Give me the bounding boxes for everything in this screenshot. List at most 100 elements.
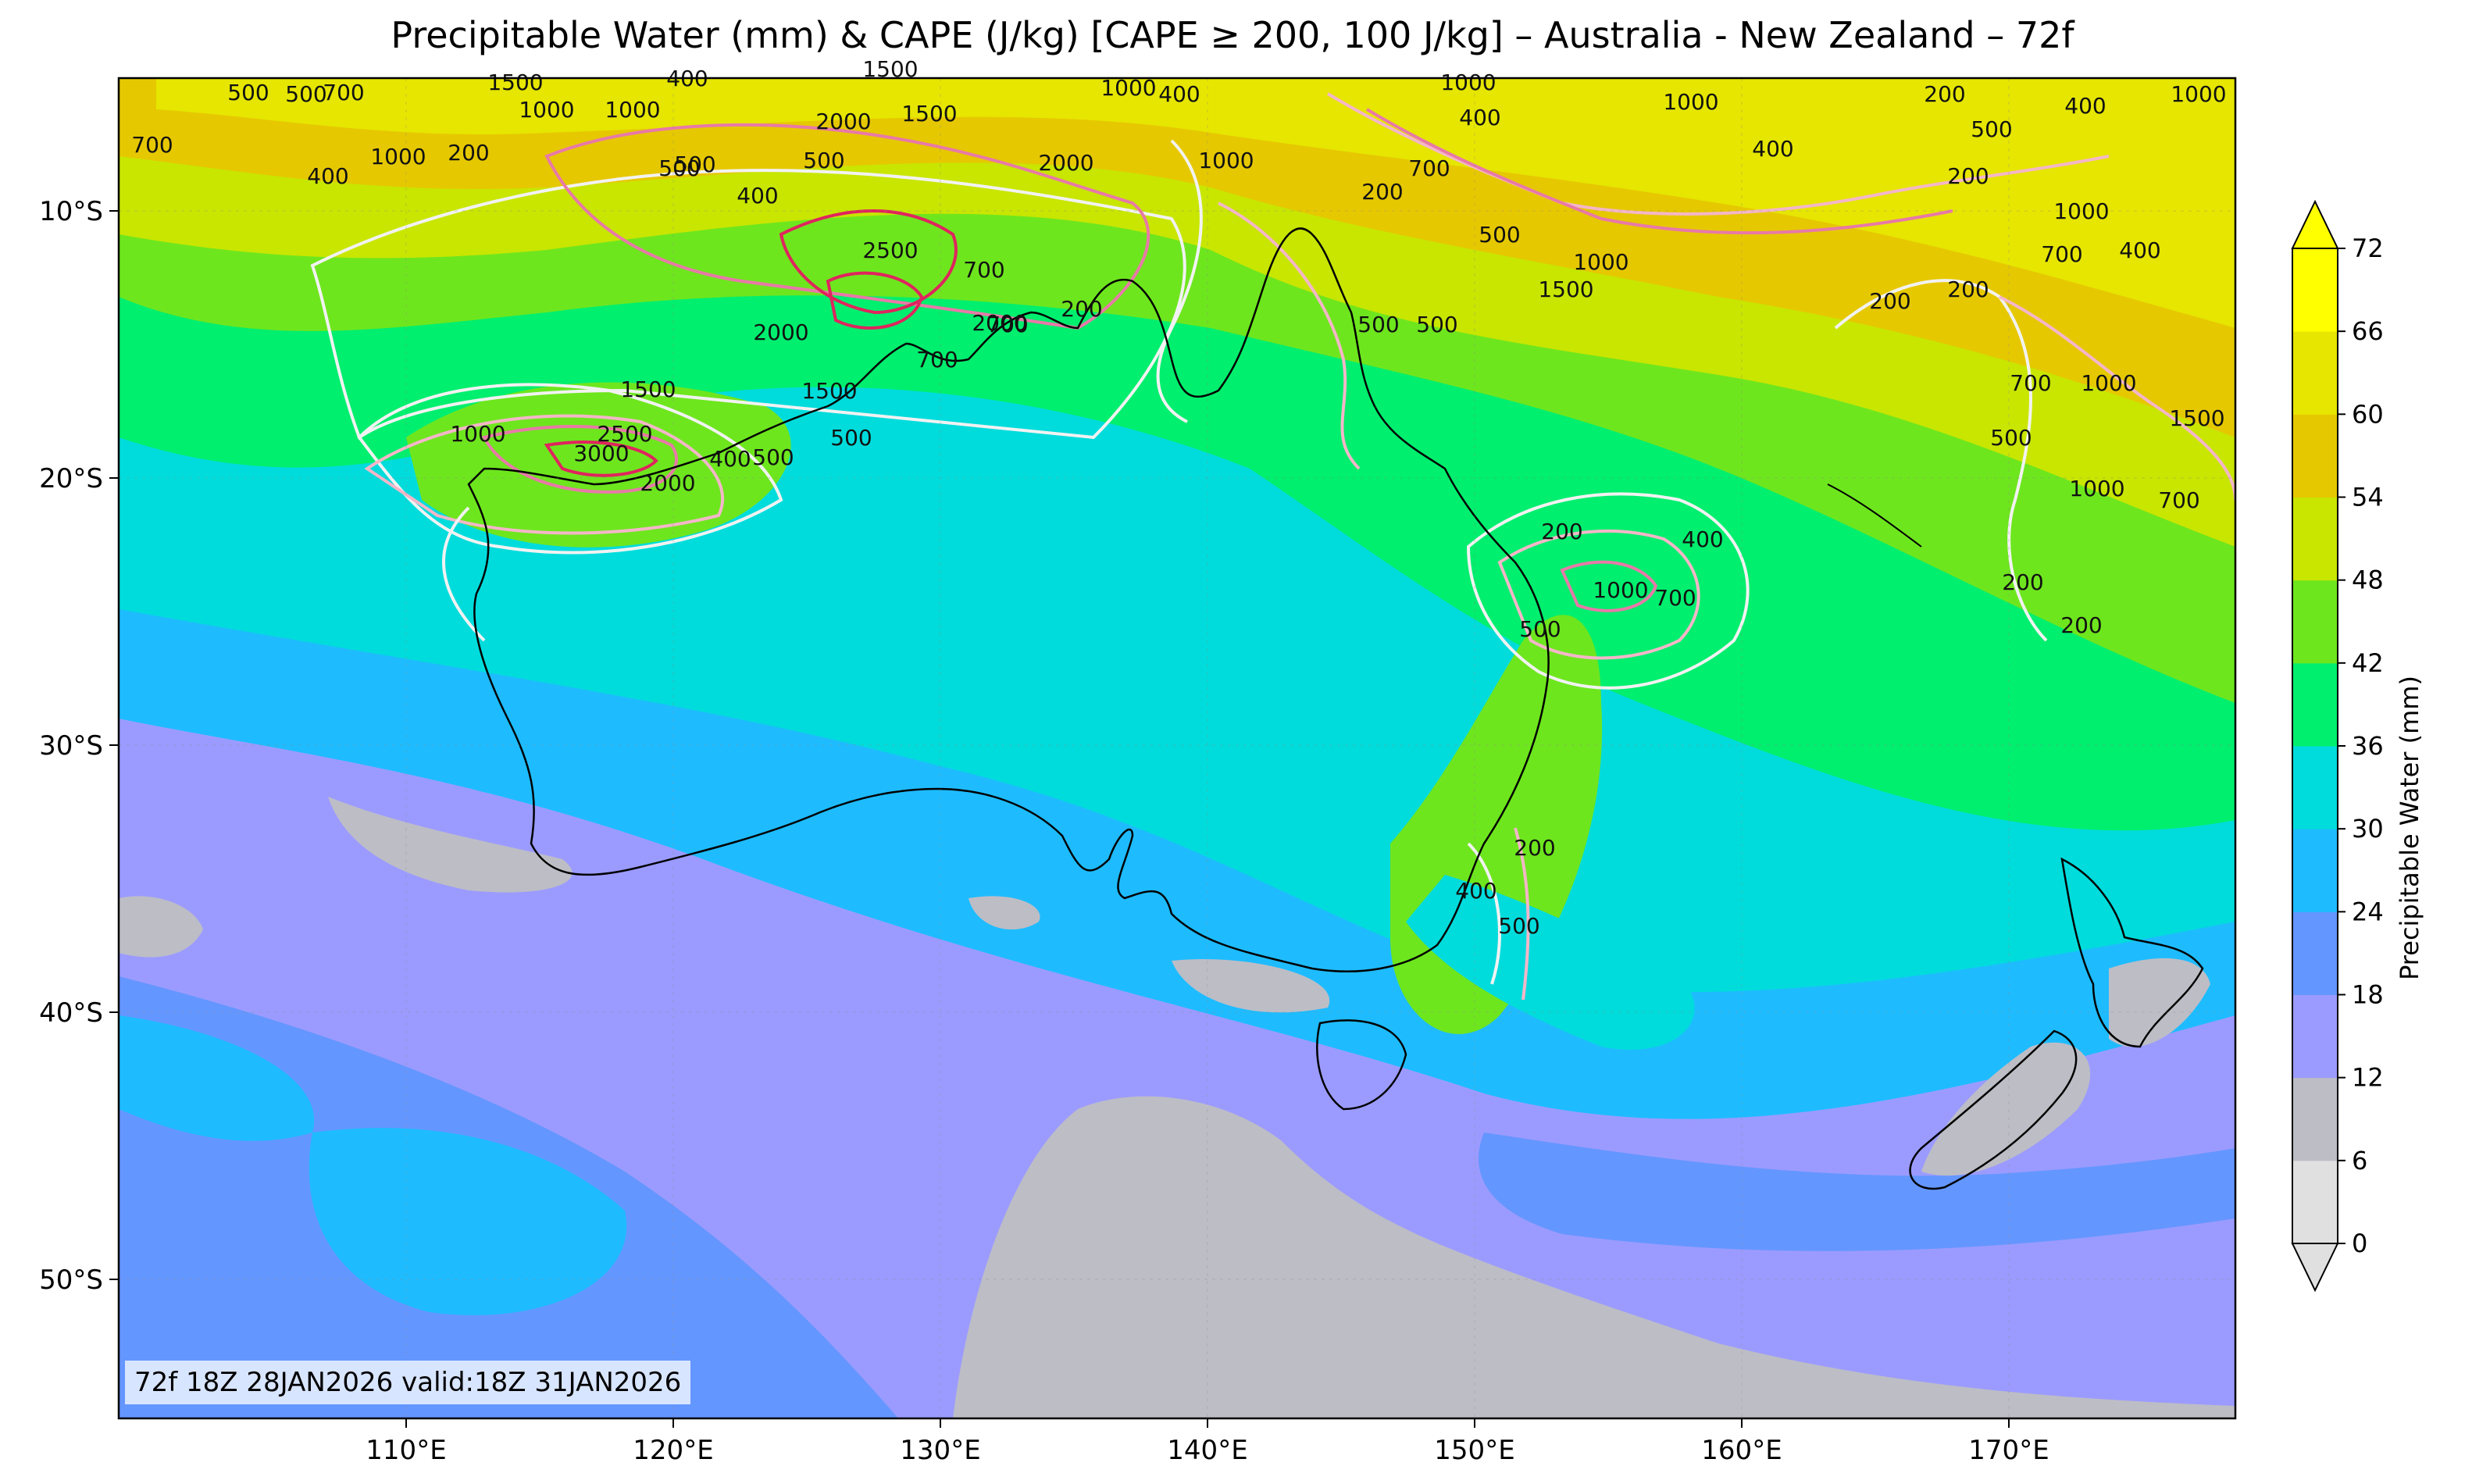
cape-contour-label: 400 [2064,93,2106,119]
cape-contour-label: 500 [803,148,844,173]
colorbar-tick-label: 42 [2352,648,2384,678]
cape-contour-label: 700 [986,312,1028,337]
cape-contour-label: 1000 [605,97,660,123]
lat-tick-label: 50°S [39,1265,103,1296]
cape-contour-label: 1500 [901,101,957,127]
cape-contour-label: 400 [1158,81,1200,107]
cape-contour-label: 2000 [1038,150,1093,176]
cape-contour-label: 700 [916,347,958,373]
colorbar-tick-label: 54 [2352,483,2384,512]
colorbar-tick-label: 24 [2352,897,2384,926]
colorbar-segment [2292,994,2338,1079]
cape-contour-label: 200 [1947,163,1989,189]
cape-contour-label: 200 [1061,296,1102,322]
cape-contour-label: 1000 [450,421,505,447]
cape-contour-label: 1000 [2069,476,2124,501]
cape-contour-label: 400 [307,163,348,189]
lat-tick-label: 30°S [39,730,103,762]
cape-contour-label: 200 [1514,835,1555,861]
colorbar-tick-label: 18 [2352,980,2384,1010]
lon-tick-label: 160°E [1701,1435,1782,1466]
cape-contour-label: 1000 [1101,75,1156,101]
cape-contour-label: 1000 [370,144,426,169]
colorbar-segment [2292,331,2338,415]
cape-contour-label: 1000 [1440,70,1496,95]
cape-contour-label: 200 [2002,569,2043,595]
gridlines [119,78,2235,1418]
cape-contour-label: 700 [1408,155,1450,181]
lon-tick-label: 150°E [1434,1435,1514,1466]
colorbar-extend-high [2291,199,2339,249]
lon-tick-label: 130°E [900,1435,980,1466]
cape-contour-label: 400 [737,183,778,209]
lon-tick-label: 170°E [1968,1435,2049,1466]
map-title: Precipitable Water (mm) & CAPE (J/kg) [C… [391,14,2074,56]
colorbar-tick-label: 12 [2352,1063,2384,1093]
cape-contour-label: 3000 [573,441,629,466]
cape-contour-label: 400 [1459,105,1500,130]
cape-contour-label: 700 [2041,241,2082,267]
valid-time-label: 72f 18Z 28JAN2026 valid:18Z 31JAN2026 [125,1361,691,1404]
cape-contour-label: 500 [285,81,326,107]
colorbar-segment [2292,497,2338,581]
lat-tick-label: 40°S [39,997,103,1029]
cape-contour-label: 1000 [1593,577,1648,603]
cape-contour-label: 400 [1455,878,1496,904]
cape-contour-label: 500 [674,152,715,177]
precipitable-water-field [119,78,2235,1418]
cape-contour-label: 700 [2010,370,2051,396]
cape-contour-label: 1000 [1573,249,1628,275]
cape-contour-label: 500 [1971,116,2012,142]
cape-contour-label: 2500 [862,237,918,263]
cape-contour-label: 400 [2119,237,2160,263]
cape-contour-label: 200 [1924,81,1965,107]
cape-contour-label: 1000 [519,97,574,123]
cape-contour-label: 200 [1541,519,1582,544]
cape-contour-label: 1500 [1538,276,1593,302]
cape-contour-label: 200 [2060,612,2102,638]
cape-contour-label: 500 [1357,312,1399,337]
cape-contour-label: 500 [1416,312,1457,337]
colorbar-segment [2292,662,2338,747]
colorbar-tick-label: 6 [2352,1146,2367,1175]
colorbar: 0 6 12 18 24 30 36 42 48 54 60 66 72 [2291,199,2384,1293]
coastlines [467,227,2204,1190]
cape-contour-label: 200 [1947,276,1989,302]
cape-contour-label: 200 [1869,288,1910,314]
cape-contour-label: 400 [709,446,751,472]
cape-contour-label: 2500 [597,421,652,447]
cape-contour-label: 1000 [2081,370,2136,396]
lat-tick-label: 10°S [39,196,103,227]
lon-tick-label: 110°E [366,1435,446,1466]
cape-contour-label: 700 [131,132,173,158]
lon-tick-label: 140°E [1167,1435,1247,1466]
plot-frame [117,77,2237,1420]
colorbar-tick-label: 30 [2352,814,2384,844]
colorbar-segment [2292,829,2338,912]
cape-contour-label: 500 [752,444,794,470]
cape-contour-label: 2000 [753,319,808,345]
lat-tick-label: 20°S [39,463,103,494]
cape-contour-label: 500 [1519,616,1561,642]
colorbar-segment [2292,911,2338,995]
cape-contour-label: 500 [227,80,269,105]
colorbar-tick-label: 36 [2352,731,2384,761]
colorbar-segment [2292,746,2338,829]
cape-contour-label: 500 [1990,425,2032,451]
cape-contours [310,92,2235,1001]
colorbar-extend-low [2291,1243,2339,1293]
colorbar-segment [2292,414,2338,498]
cape-contour-label: 400 [1682,526,1723,552]
colorbar-segment [2292,1077,2338,1161]
cape-contour-label: 700 [323,80,364,105]
colorbar-segment [2292,1160,2338,1244]
cape-contour-label: 500 [1479,222,1520,248]
cape-contour-label: 1000 [1198,148,1254,173]
cape-contour-label: 1500 [620,376,676,402]
cape-contour-label: 1000 [2053,198,2109,224]
cape-contour-label: 400 [1752,136,1793,162]
cape-contour-label: 200 [448,140,489,166]
cape-contour-label: 500 [658,155,700,181]
cape-contour-label: 1000 [2171,81,2226,107]
